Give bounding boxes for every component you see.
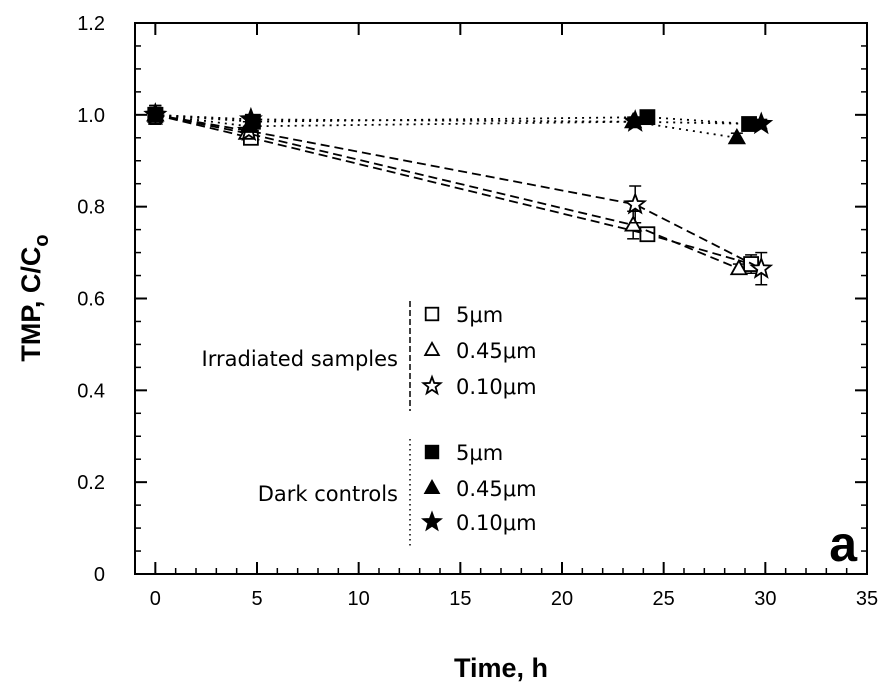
y-tick-label: 0.6 [77, 289, 105, 311]
x-tick-label: 25 [653, 588, 675, 610]
legend-entry-label: 0.45μm [456, 339, 537, 363]
series-line [155, 113, 752, 265]
x-tick-label: 35 [856, 588, 878, 610]
legend-marker [420, 374, 444, 396]
series-line [155, 113, 762, 270]
legend-entry-label: 5μm [456, 303, 503, 327]
y-tick-label: 1.0 [77, 105, 105, 127]
data-point [143, 102, 168, 126]
y-tick-label: 1.2 [77, 13, 105, 35]
legend-marker [424, 306, 440, 322]
data-point [749, 111, 774, 135]
data-point [624, 215, 643, 232]
data-point [727, 127, 747, 145]
legend-entry-label: 5μm [456, 441, 503, 465]
x-tick-label: 30 [754, 588, 776, 610]
x-axis-ticks: 0 5 10 15 20 25 30 35 [134, 23, 878, 610]
data-point [639, 226, 656, 243]
data-point [729, 258, 749, 276]
x-tick-label: 15 [449, 588, 471, 610]
y-tick-label: 0.2 [77, 472, 105, 494]
x-tick-label: 10 [348, 588, 370, 610]
x-tick-label: 0 [150, 588, 161, 610]
series-line [155, 113, 740, 270]
legend-marker [423, 340, 441, 356]
x-tick-label: 5 [251, 588, 262, 610]
legend-group-title: Irradiated samples [202, 347, 398, 371]
legend-entry-label: 0.10μm [456, 375, 537, 399]
series-line [155, 113, 750, 125]
data-point [749, 256, 774, 279]
panel-letter: a [829, 516, 858, 572]
legend-group-1: Dark controls 5μm 0.45μm 0.10μm [258, 439, 537, 547]
legend-group-0: Irradiated samples 5μm 0.45μm 0.10μm [202, 301, 537, 411]
series-0 [147, 104, 759, 274]
y-axis-title-main: TMP, C/C [16, 247, 46, 362]
legend-entry-label: 0.10μm [456, 511, 537, 535]
series-1 [146, 104, 749, 276]
y-tick-label: 0.4 [77, 380, 105, 402]
series-layer [143, 102, 774, 286]
y-axis-title: TMP, C/Co [16, 234, 53, 361]
y-tick-label: 0.8 [77, 197, 105, 219]
legend-marker [420, 510, 444, 532]
legend-group-title: Dark controls [258, 482, 398, 506]
y-tick-label: 0 [94, 564, 105, 586]
legend-entry-label: 0.45μm [456, 477, 537, 501]
y-axis-title-subscript: o [31, 234, 53, 246]
x-tick-label: 20 [551, 588, 573, 610]
data-point [623, 109, 648, 132]
x-axis-title: Time, h [454, 653, 548, 683]
y-axis-ticks: 0 0.2 0.4 0.6 0.8 1.0 1.2 [77, 13, 867, 586]
series-line [155, 113, 762, 125]
data-point [623, 191, 648, 215]
legend-marker [423, 478, 441, 494]
data-point [238, 106, 263, 130]
series-5 [143, 102, 774, 135]
legend-marker [424, 444, 440, 460]
